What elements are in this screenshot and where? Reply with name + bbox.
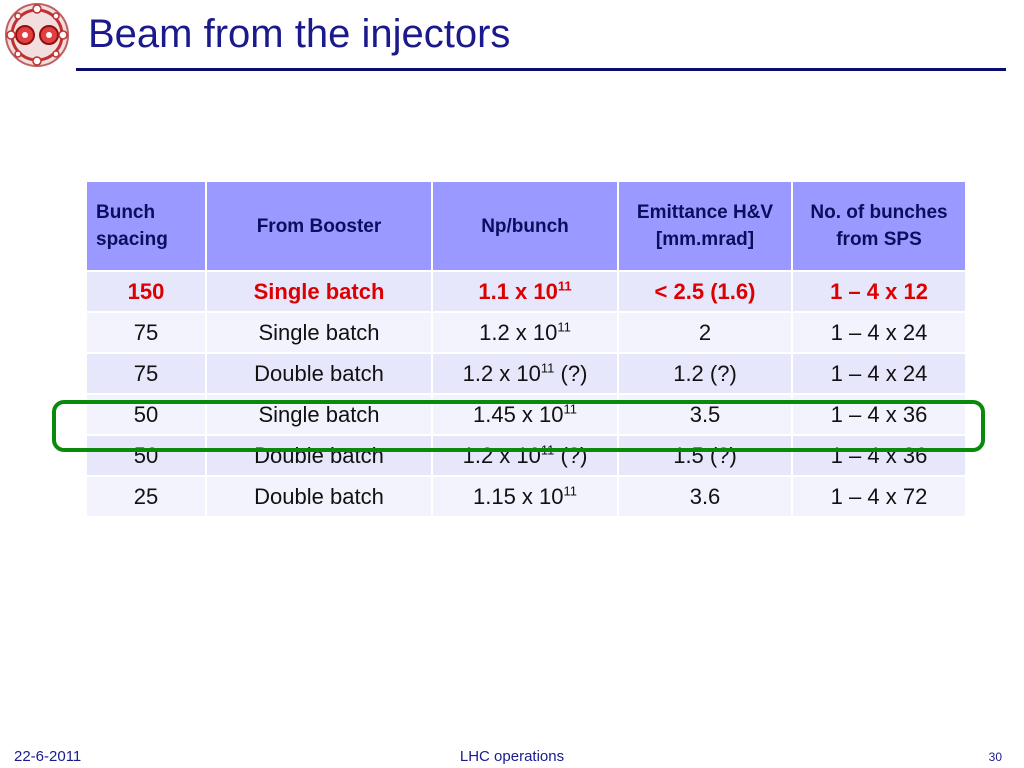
cell-emittance: 3.6 bbox=[617, 476, 793, 518]
header-bunches-from-sps: No. of bunches from SPS bbox=[791, 182, 967, 272]
cell-bunch-spacing: 75 bbox=[85, 312, 207, 354]
header-emittance: Emittance H&V [mm.mrad] bbox=[617, 182, 793, 272]
table-row: 150 Single batch 1.1 x 1011 < 2.5 (1.6) … bbox=[85, 271, 967, 313]
footer-date: 22-6-2011 bbox=[14, 748, 82, 765]
table-row: 75 Double batch 1.2 x 1011 (?) 1.2 (?) 1… bbox=[85, 353, 967, 395]
np-exponent: 11 bbox=[557, 278, 572, 294]
cell-bunches-from-sps: 1 – 4 x 36 bbox=[791, 435, 967, 477]
cell-from-booster: Single batch bbox=[205, 312, 433, 354]
cell-from-booster: Double batch bbox=[205, 435, 433, 477]
cell-bunch-spacing: 150 bbox=[85, 271, 207, 313]
cell-np-bunch: 1.2 x 1011 (?) bbox=[431, 435, 619, 477]
cell-emittance: 1.2 (?) bbox=[617, 353, 793, 395]
page-title: Beam from the injectors bbox=[88, 12, 511, 56]
lhc-logo-icon bbox=[3, 2, 71, 68]
table-row: 25 Double batch 1.15 x 1011 3.6 1 – 4 x … bbox=[85, 476, 967, 518]
np-exponent: 11 bbox=[557, 319, 571, 335]
np-exponent: 11 bbox=[563, 401, 578, 417]
cell-bunches-from-sps: 1 – 4 x 24 bbox=[791, 353, 967, 395]
cell-bunch-spacing: 50 bbox=[85, 435, 207, 477]
cell-from-booster: Single batch bbox=[205, 271, 433, 313]
cell-np-bunch: 1.15 x 1011 bbox=[431, 476, 619, 518]
title-underline bbox=[76, 68, 1006, 71]
cell-emittance: 1.5 (?) bbox=[617, 435, 793, 477]
np-mantissa: 1.2 x 10 bbox=[462, 442, 541, 468]
cell-from-booster: Double batch bbox=[205, 476, 433, 518]
np-mantissa: 1.45 x 10 bbox=[472, 401, 564, 427]
cell-emittance: < 2.5 (1.6) bbox=[617, 271, 793, 313]
np-exponent: 11 bbox=[563, 483, 578, 499]
page-number: 30 bbox=[988, 750, 1002, 764]
header-from-booster: From Booster bbox=[205, 182, 433, 272]
header-np-bunch: Np/bunch bbox=[431, 182, 619, 272]
cell-bunch-spacing: 25 bbox=[85, 476, 207, 518]
table-header-row: Bunch spacing From Booster Np/bunch Emit… bbox=[85, 182, 967, 272]
footer-title: LHC operations bbox=[459, 748, 565, 765]
cell-np-bunch: 1.1 x 1011 bbox=[431, 271, 619, 313]
np-mantissa: 1.2 x 10 bbox=[479, 319, 558, 345]
header-bunch-spacing: Bunch spacing bbox=[85, 182, 207, 272]
np-mantissa: 1.1 x 10 bbox=[478, 278, 558, 304]
cell-emittance: 2 bbox=[617, 312, 793, 354]
table-row: 75 Single batch 1.2 x 1011 2 1 – 4 x 24 bbox=[85, 312, 967, 354]
cell-from-booster: Double batch bbox=[205, 353, 433, 395]
cell-bunches-from-sps: 1 – 4 x 24 bbox=[791, 312, 967, 354]
cell-bunch-spacing: 75 bbox=[85, 353, 207, 395]
np-mantissa: 1.15 x 10 bbox=[472, 483, 564, 509]
cell-bunches-from-sps: 1 – 4 x 72 bbox=[791, 476, 967, 518]
cell-np-bunch: 1.2 x 1011 (?) bbox=[431, 353, 619, 395]
cell-np-bunch: 1.2 x 1011 bbox=[431, 312, 619, 354]
np-mantissa: 1.2 x 10 bbox=[462, 360, 541, 386]
np-exponent: 11 bbox=[540, 360, 555, 376]
injector-beam-table: Bunch spacing From Booster Np/bunch Emit… bbox=[85, 182, 967, 518]
row-highlight-outline bbox=[52, 400, 985, 452]
table-row: 50 Double batch 1.2 x 1011 (?) 1.5 (?) 1… bbox=[85, 435, 967, 477]
np-suffix: (?) bbox=[554, 360, 588, 386]
cell-bunches-from-sps: 1 – 4 x 12 bbox=[791, 271, 967, 313]
np-suffix: (?) bbox=[554, 442, 588, 468]
